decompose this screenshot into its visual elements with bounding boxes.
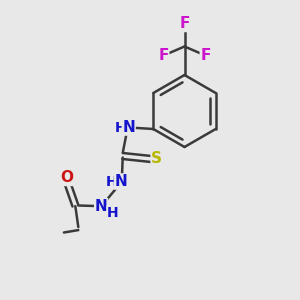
Text: F: F bbox=[200, 48, 211, 63]
Text: N: N bbox=[122, 120, 135, 135]
Text: H: H bbox=[115, 121, 126, 134]
Text: F: F bbox=[158, 48, 169, 63]
Text: O: O bbox=[60, 170, 74, 185]
Text: N: N bbox=[95, 199, 107, 214]
Text: H: H bbox=[107, 206, 118, 220]
Text: N: N bbox=[115, 174, 127, 189]
Text: S: S bbox=[151, 151, 162, 166]
Text: H: H bbox=[106, 175, 118, 188]
Text: F: F bbox=[179, 16, 190, 32]
